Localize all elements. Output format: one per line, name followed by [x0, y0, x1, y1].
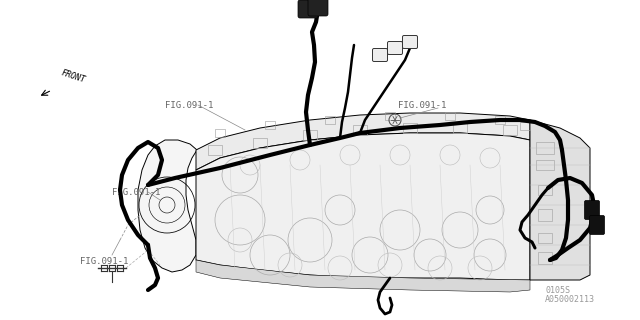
Bar — [403, 123, 417, 133]
Text: A050002113: A050002113 — [545, 295, 595, 304]
FancyBboxPatch shape — [372, 49, 387, 61]
Bar — [445, 112, 455, 120]
Bar — [208, 145, 222, 155]
Bar — [520, 122, 530, 130]
Bar — [265, 121, 275, 129]
Polygon shape — [196, 133, 530, 280]
FancyBboxPatch shape — [387, 42, 403, 54]
Bar — [538, 209, 552, 221]
FancyBboxPatch shape — [403, 36, 417, 49]
Polygon shape — [196, 260, 530, 292]
Bar — [503, 125, 517, 135]
Bar — [453, 123, 467, 133]
Polygon shape — [530, 120, 590, 280]
FancyBboxPatch shape — [298, 0, 318, 18]
FancyBboxPatch shape — [589, 215, 605, 235]
Text: FIG.091-1: FIG.091-1 — [112, 188, 161, 196]
Polygon shape — [196, 113, 530, 170]
Bar — [253, 138, 267, 148]
Text: FIG.091-1: FIG.091-1 — [165, 100, 213, 109]
Bar — [303, 130, 317, 140]
Bar — [538, 252, 552, 264]
Text: FRONT: FRONT — [60, 69, 86, 85]
Bar — [536, 160, 554, 170]
Text: FIG.091-1: FIG.091-1 — [398, 100, 446, 109]
Text: FIG.091-1: FIG.091-1 — [80, 258, 129, 267]
Bar — [385, 112, 395, 120]
Bar — [536, 142, 554, 154]
Bar — [495, 116, 505, 124]
Bar — [215, 129, 225, 137]
Text: 0105S: 0105S — [545, 286, 570, 295]
Bar — [325, 116, 335, 124]
Bar — [538, 185, 552, 195]
FancyBboxPatch shape — [584, 201, 600, 220]
Bar — [353, 125, 367, 135]
Polygon shape — [138, 140, 197, 272]
Bar — [538, 233, 552, 243]
FancyBboxPatch shape — [308, 0, 328, 16]
